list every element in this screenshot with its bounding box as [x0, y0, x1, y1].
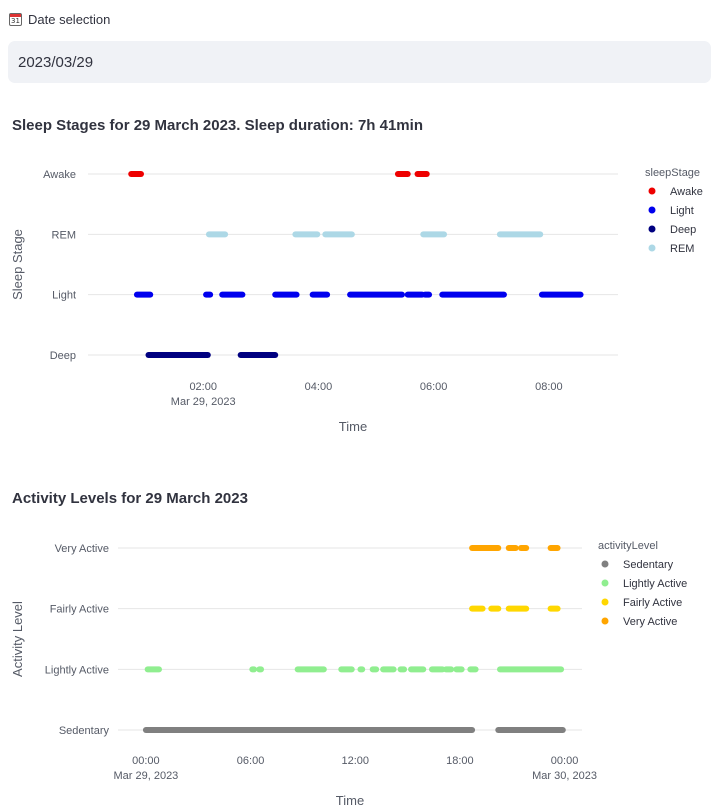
sleep-legend-title: sleepStage	[645, 167, 700, 179]
sleep-y-tick-awake: Awake	[43, 169, 76, 181]
date-input-value: 2023/03/29	[18, 53, 94, 71]
sleep-x-tick-3: 08:00	[535, 381, 563, 393]
activity-y-tick-very-active: Very Active	[55, 543, 109, 555]
sleep-legend-marker-rem[interactable]	[648, 244, 656, 252]
activity-x-tick-1: 06:00	[237, 755, 265, 767]
sleep-y-tick-rem: REM	[52, 229, 76, 241]
sleep-legend-label-light[interactable]: Light	[670, 205, 694, 217]
sleep-legend-marker-light[interactable]	[648, 206, 656, 214]
activity-chart-title: Activity Levels for 29 March 2023	[12, 490, 248, 507]
activity-x-axis-title: Time	[336, 793, 364, 808]
sleep-legend-label-deep[interactable]: Deep	[670, 224, 696, 236]
date-selection-label: 31 Date selection	[9, 12, 110, 27]
activity-legend-label-sedentary[interactable]: Sedentary	[623, 559, 674, 571]
activity-y-tick-fairly-active: Fairly Active	[50, 604, 109, 616]
activity-x-tick-date-0: Mar 29, 2023	[113, 770, 178, 782]
activity-x-tick-0: 00:00	[132, 755, 160, 767]
sleep-legend-marker-deep[interactable]	[648, 225, 656, 233]
sleep-stages-chart[interactable]: Deep Light REM Awake 02:00 Mar 29, 2023 04:00 0…	[0, 145, 714, 445]
activity-x-tick-3: 18:00	[446, 755, 474, 767]
sleep-y-tick-light: Light	[52, 290, 76, 302]
date-input[interactable]: 2023/03/29	[8, 41, 711, 83]
sleep-x-tick-date-0: Mar 29, 2023	[171, 396, 236, 408]
activity-legend-marker-fairly-active[interactable]	[601, 598, 609, 606]
activity-legend-label-very-active[interactable]: Very Active	[623, 616, 677, 628]
sleep-legend-label-rem[interactable]: REM	[670, 243, 694, 255]
activity-x-tick-2: 12:00	[341, 755, 369, 767]
sleep-x-tick-0: 02:00	[189, 381, 217, 393]
sleep-y-tick-deep: Deep	[50, 350, 76, 362]
activity-x-tick-4: 00:00	[551, 755, 579, 767]
activity-x-tick-date-4: Mar 30, 2023	[532, 770, 597, 782]
sleep-legend-marker-awake[interactable]	[648, 187, 656, 195]
sleep-x-tick-2: 06:00	[420, 381, 448, 393]
activity-legend-label-fairly-active[interactable]: Fairly Active	[623, 597, 682, 609]
date-selection-label-text: Date selection	[28, 12, 111, 27]
calendar-icon: 31	[9, 13, 22, 26]
sleep-x-tick-1: 04:00	[305, 381, 333, 393]
activity-legend-label-lightly-active[interactable]: Lightly Active	[623, 578, 687, 590]
activity-legend-marker-very-active[interactable]	[601, 617, 609, 625]
activity-y-tick-lightly-active: Lightly Active	[45, 664, 109, 676]
sleep-chart-title: Sleep Stages for 29 March 2023. Sleep du…	[12, 117, 423, 134]
sleep-x-axis-title: Time	[339, 419, 367, 434]
activity-levels-chart[interactable]: Sedentary Lightly Active Fairly Active Very…	[0, 520, 714, 811]
activity-legend-title: activityLevel	[598, 540, 658, 552]
activity-y-axis-title: Activity Level	[10, 601, 25, 677]
activity-legend-marker-sedentary[interactable]	[601, 560, 609, 568]
activity-legend-marker-lightly-active[interactable]	[601, 579, 609, 587]
activity-y-tick-sedentary: Sedentary	[59, 725, 110, 737]
sleep-legend-label-awake[interactable]: Awake	[670, 186, 703, 198]
sleep-y-axis-title: Sleep Stage	[10, 229, 25, 300]
